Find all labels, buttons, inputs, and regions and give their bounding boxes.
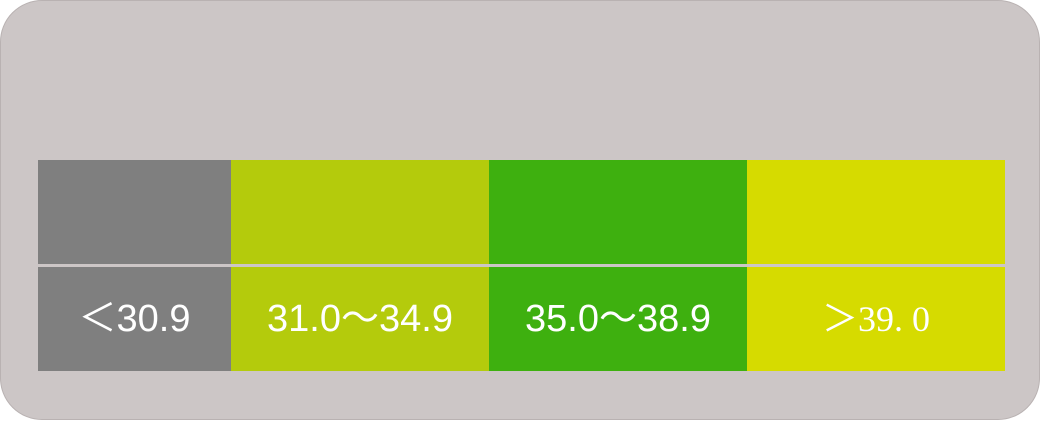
swatch-range-4 xyxy=(747,160,1005,264)
label-range-3: 35.0～38.9 xyxy=(489,267,747,371)
swatch-range-3 xyxy=(489,160,747,264)
swatch-range-2 xyxy=(231,160,489,264)
swatch-range-1 xyxy=(38,160,231,264)
label-range-2: 31.0～34.9 xyxy=(231,267,489,371)
color-scale-legend: ＜30.9 31.0～34.9 35.0～38.9 ＞39. 0 xyxy=(38,160,1005,371)
label-range-4: ＞39. 0 xyxy=(747,267,1005,371)
label-range-1: ＜30.9 xyxy=(38,267,231,371)
